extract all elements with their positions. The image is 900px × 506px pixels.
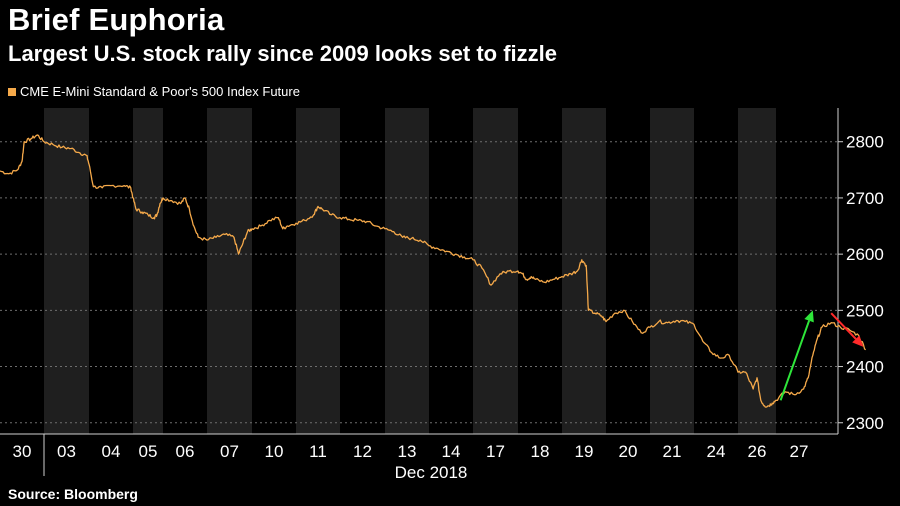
x-tick-label-21: 21 <box>663 442 682 461</box>
chart-title: Brief Euphoria <box>8 2 225 37</box>
y-tick-label-2500: 2500 <box>846 301 884 320</box>
x-tick-label-06: 06 <box>176 442 195 461</box>
x-tick-label-30: 30 <box>13 442 32 461</box>
shade-session-21 <box>650 108 694 434</box>
annotations <box>779 310 864 401</box>
x-tick-label-14: 14 <box>442 442 461 461</box>
x-tick-label-17: 17 <box>486 442 505 461</box>
axes <box>0 108 843 476</box>
down-arrow-shaft <box>830 312 857 340</box>
down-arrow-head <box>852 335 864 347</box>
x-tick-label-05: 05 <box>139 442 158 461</box>
price-line-group <box>0 134 867 408</box>
x-tick-label-07: 07 <box>220 442 239 461</box>
y-tick-label-2300: 2300 <box>846 414 884 433</box>
y-tick-label-2800: 2800 <box>846 133 884 152</box>
legend-label: CME E-Mini Standard & Poor's 500 Index F… <box>20 84 300 99</box>
shade-session-19 <box>562 108 606 434</box>
x-tick-label-27: 27 <box>790 442 809 461</box>
x-tick-label-18: 18 <box>531 442 550 461</box>
x-tick-label-13: 13 <box>398 442 417 461</box>
up-arrow-head <box>804 310 814 323</box>
x-tick-label-20: 20 <box>619 442 638 461</box>
x-tick-label-03: 03 <box>57 442 76 461</box>
x-tick-label-19: 19 <box>575 442 594 461</box>
x-tick-label-10: 10 <box>265 442 284 461</box>
shade-session-11 <box>296 108 340 434</box>
x-tick-label-24: 24 <box>707 442 726 461</box>
up-arrow-shaft <box>779 320 811 401</box>
x-month-label: Dec 2018 <box>395 463 468 482</box>
y-tick-label-2600: 2600 <box>846 245 884 264</box>
shade-session-03 <box>44 108 89 434</box>
x-tick-label-04: 04 <box>102 442 121 461</box>
shade-session-26 <box>738 108 776 434</box>
shade-session-07 <box>207 108 252 434</box>
price-line <box>0 134 867 408</box>
session-shading <box>44 108 776 434</box>
y-tick-label-2700: 2700 <box>846 189 884 208</box>
shade-session-05 <box>133 108 163 434</box>
legend-swatch <box>8 87 16 96</box>
y-tick-label-2400: 2400 <box>846 358 884 377</box>
shade-session-13 <box>385 108 429 434</box>
chart-subtitle: Largest U.S. stock rally since 2009 look… <box>8 41 558 66</box>
tick-labels: 2300 2400 2500 2600 2700 2800 30 03 04 05 06 07 10 11… <box>13 133 884 482</box>
legend: CME E-Mini Standard & Poor's 500 Index F… <box>8 84 300 99</box>
x-tick-label-12: 12 <box>353 442 372 461</box>
x-tick-label-26: 26 <box>748 442 767 461</box>
source-note: Source: Bloomberg <box>8 486 138 502</box>
x-tick-label-11: 11 <box>309 442 327 461</box>
